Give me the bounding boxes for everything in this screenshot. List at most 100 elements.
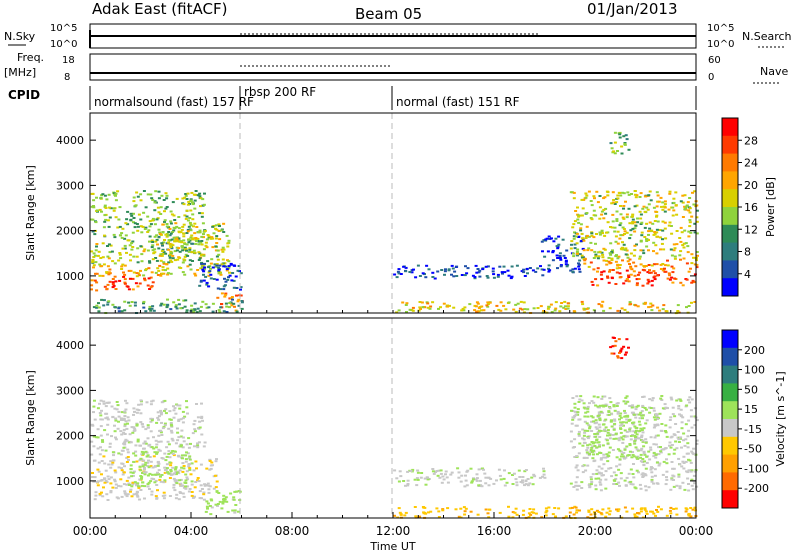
data-cell (163, 469, 167, 472)
data-cell (189, 442, 192, 445)
data-cell (109, 466, 113, 469)
data-cell (594, 404, 598, 407)
data-cell (211, 225, 215, 228)
data-cell (575, 242, 579, 245)
data-cell (590, 415, 594, 418)
data-cell (655, 231, 659, 234)
data-cell (579, 395, 583, 398)
data-cell (577, 434, 581, 437)
data-cell (636, 449, 640, 452)
data-cell (159, 206, 163, 209)
data-cell (175, 482, 179, 485)
data-cell (164, 233, 168, 236)
data-cell (199, 305, 203, 308)
data-cell (155, 259, 159, 262)
data-cell (653, 272, 657, 275)
data-cell (585, 194, 589, 197)
data-cell (102, 263, 106, 266)
data-cell (633, 486, 637, 489)
data-cell (143, 497, 146, 500)
data-cell (205, 246, 209, 249)
data-cell (94, 249, 98, 252)
data-cell (597, 255, 601, 258)
data-cell (601, 300, 605, 303)
data-cell (167, 450, 171, 453)
data-cell (130, 475, 134, 478)
data-cell (200, 265, 204, 268)
data-cell (137, 486, 141, 489)
data-cell (141, 465, 145, 468)
data-cell (661, 208, 665, 211)
data-cell (572, 310, 576, 313)
data-cell (444, 470, 448, 473)
data-cell (657, 505, 660, 508)
data-cell (598, 436, 602, 438)
data-cell (547, 305, 551, 308)
data-cell (601, 256, 605, 259)
data-cell (153, 251, 157, 254)
data-cell (190, 251, 194, 254)
data-cell (611, 201, 615, 204)
data-cell (616, 197, 620, 200)
data-cell (215, 255, 219, 258)
data-cell (679, 399, 683, 402)
data-cell (198, 497, 202, 499)
data-cell (425, 476, 429, 479)
data-cell (526, 484, 530, 487)
data-cell (651, 222, 655, 225)
data-cell (94, 221, 98, 224)
data-cell (536, 307, 540, 309)
data-cell (157, 190, 161, 193)
data-cell (207, 306, 211, 309)
data-cell (108, 442, 112, 445)
data-cell (547, 270, 551, 273)
data-cell (668, 274, 672, 277)
data-cell (631, 451, 634, 454)
data-cell (659, 263, 663, 266)
data-cell (153, 481, 157, 484)
data-cell (214, 245, 218, 248)
data-cell (148, 308, 152, 310)
data-cell (579, 229, 583, 232)
data-cell (210, 236, 214, 239)
data-cell (113, 430, 117, 433)
data-cell (662, 304, 666, 307)
data-cell (506, 269, 510, 272)
data-cell (124, 493, 128, 496)
data-cell (459, 480, 463, 483)
data-cell (540, 268, 544, 271)
data-cell (652, 270, 656, 273)
data-cell (649, 305, 653, 308)
data-cell (611, 434, 615, 436)
data-cell (604, 207, 608, 210)
data-region (609, 131, 631, 155)
data-cell (633, 515, 637, 518)
data-cell (112, 192, 116, 195)
data-cell (100, 460, 104, 462)
data-cell (163, 494, 167, 497)
colorbar-tick-label: -200 (744, 482, 769, 495)
data-cell (202, 254, 206, 257)
data-cell (393, 514, 396, 517)
data-cell (618, 237, 622, 240)
data-cell (215, 490, 219, 493)
data-cell (633, 513, 637, 516)
data-cell (142, 442, 146, 445)
data-cell (195, 403, 198, 405)
data-region (393, 264, 545, 280)
data-cell (652, 416, 656, 419)
data-cell (201, 268, 205, 271)
data-cell (161, 231, 165, 234)
data-cell (191, 203, 195, 206)
data-cell (181, 197, 185, 200)
data-cell (131, 481, 135, 484)
data-cell (641, 268, 645, 271)
data-cell (606, 191, 610, 194)
data-cell (678, 485, 682, 488)
data-cell (623, 415, 627, 418)
data-cell (137, 274, 141, 277)
data-cell (98, 412, 102, 414)
data-cell (139, 444, 142, 447)
data-cell (653, 220, 657, 222)
